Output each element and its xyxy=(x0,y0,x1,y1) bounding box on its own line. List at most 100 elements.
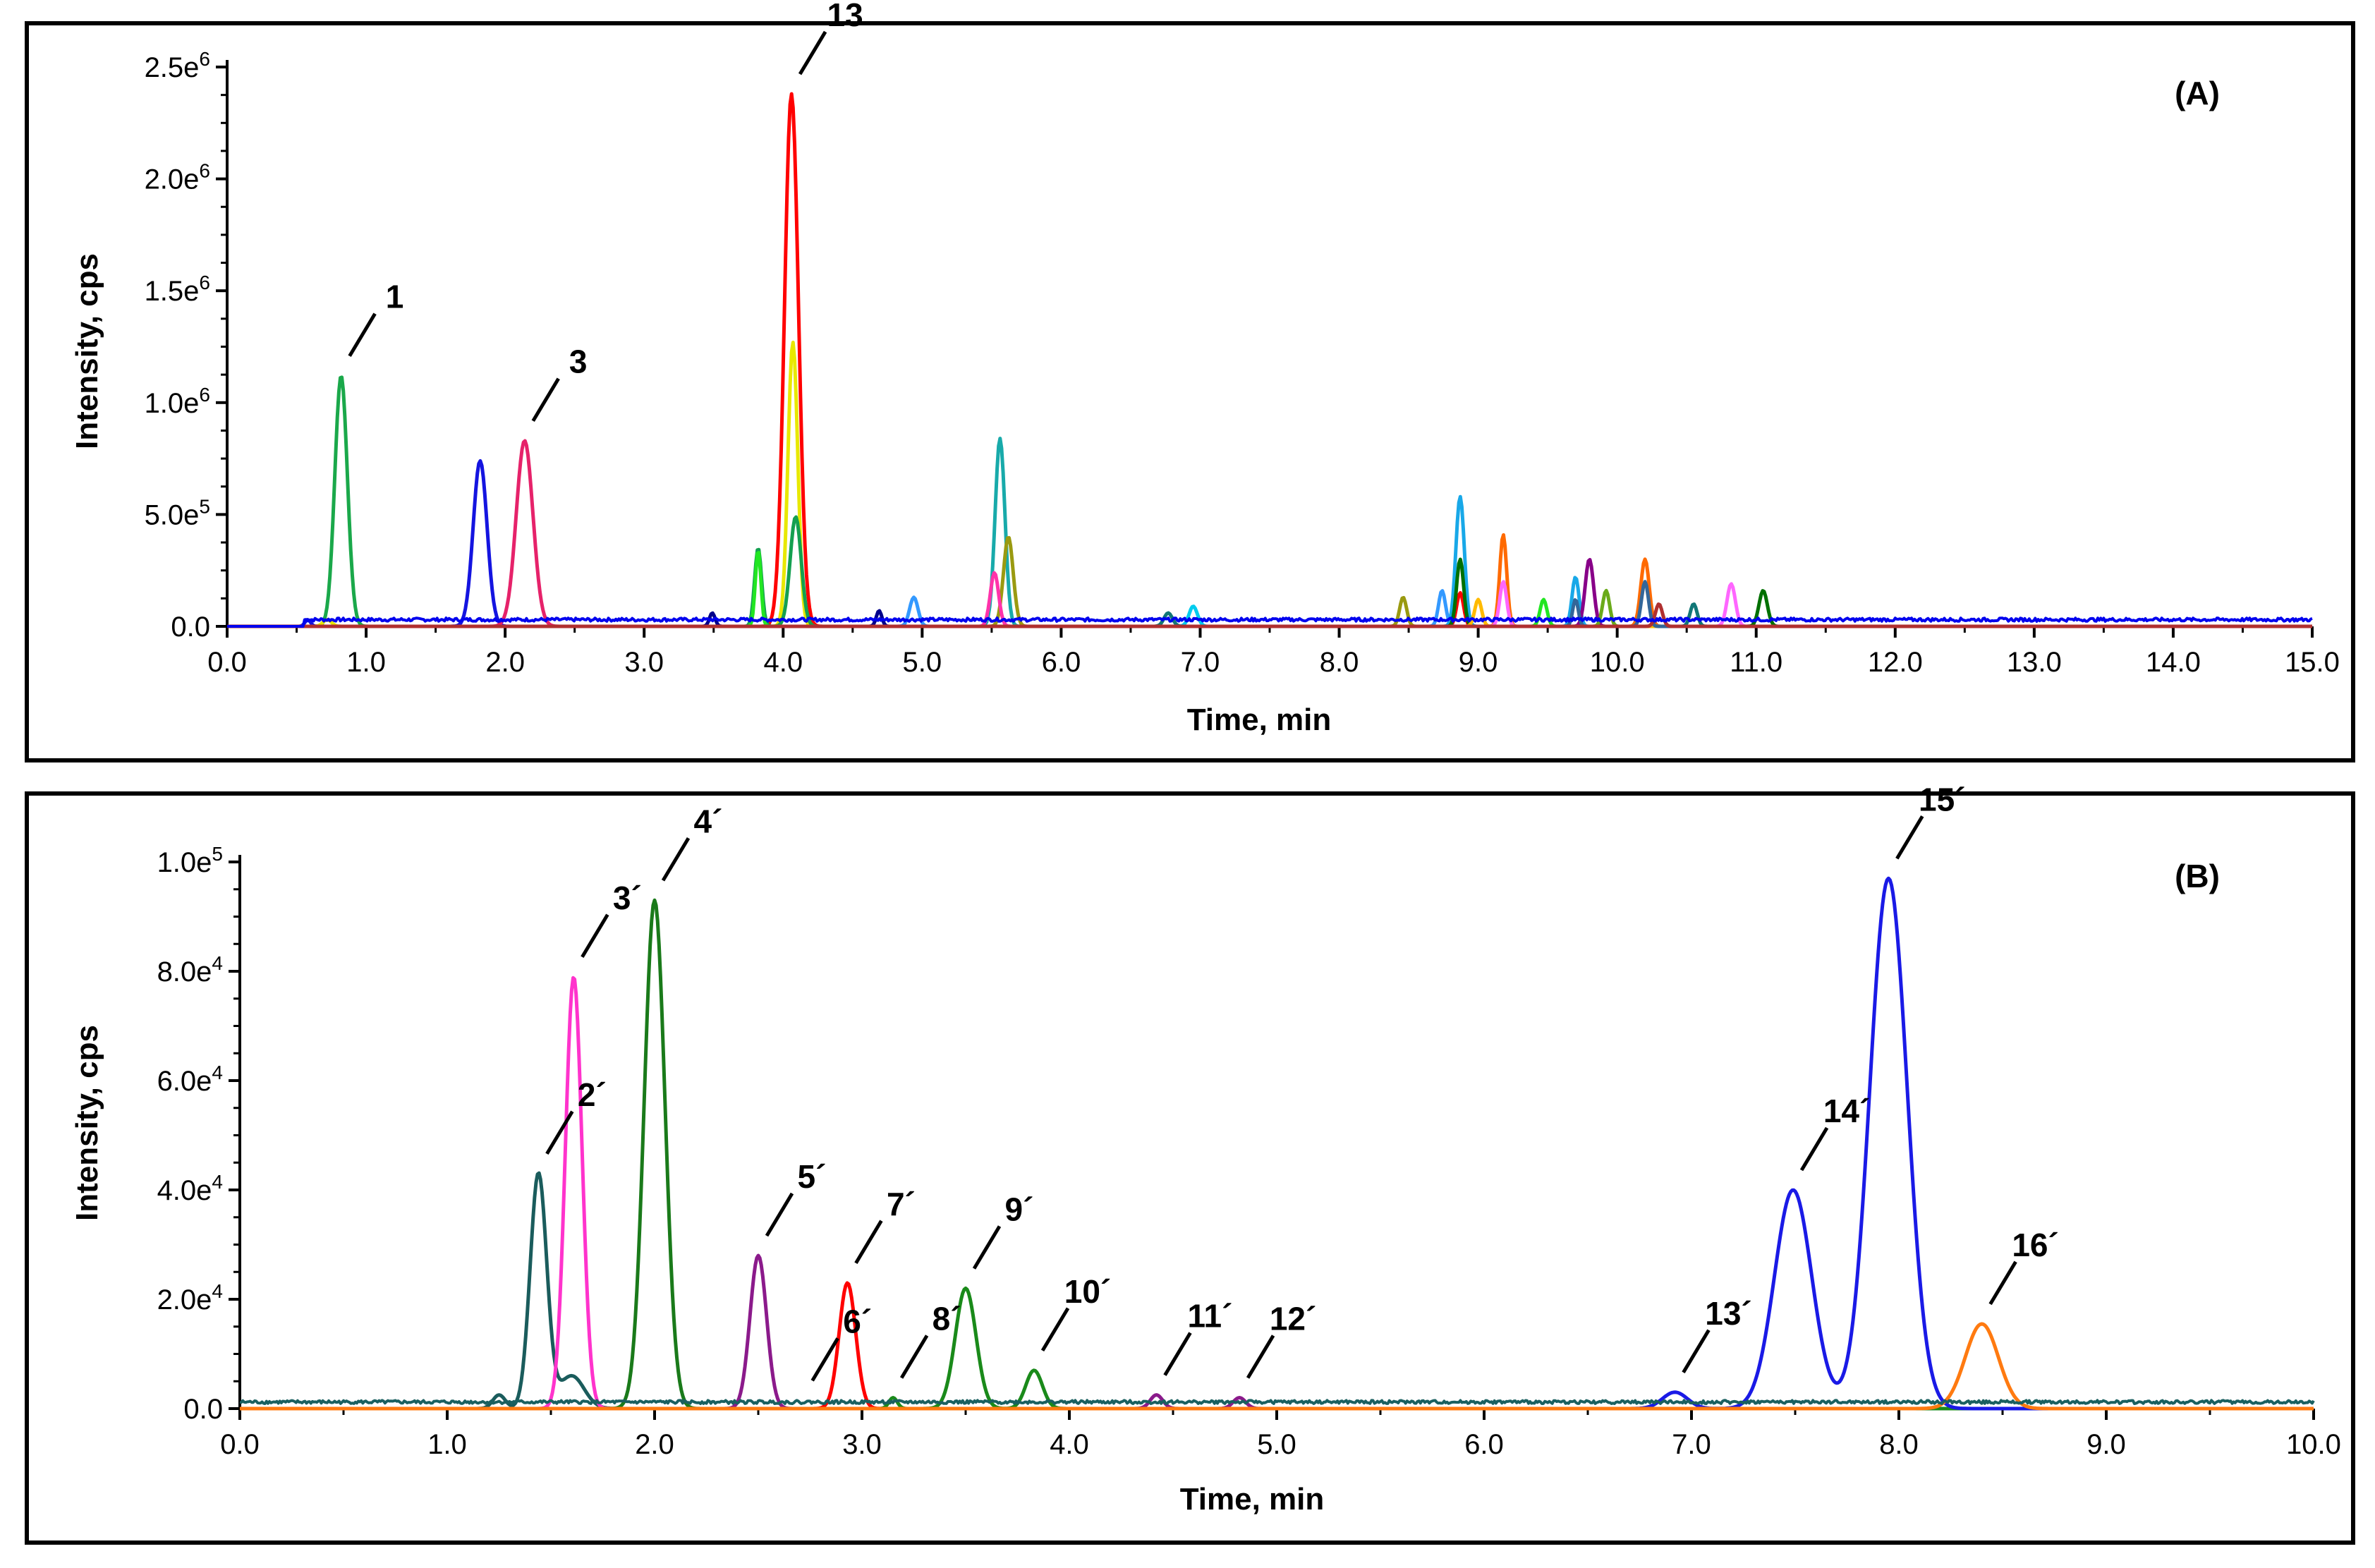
panel-b-baseline-trace xyxy=(239,1399,2315,1405)
panel-a-y-tick-label: 1.0e6 xyxy=(145,384,210,419)
panel-b: (B) Time, min Intensity, cps 0.0 1.0 2.0 3.… xyxy=(70,781,2341,1517)
panel-b-peak-label: 10´ xyxy=(1064,1273,1111,1310)
panel-a-x-tick-label: 7.0 xyxy=(1181,647,1220,678)
panel-b-peak-label: 14´ xyxy=(1823,1093,1870,1129)
panel-b-annotation-leader xyxy=(545,1110,574,1155)
y-tick-mantissa: 1.5e xyxy=(145,276,200,307)
panel-b-annotation-leader xyxy=(765,1192,794,1237)
panel-a-baseline-trace xyxy=(227,616,2313,628)
panel-a-series-trace xyxy=(226,494,2313,628)
panel-b-y-tick-label: 8.0e4 xyxy=(157,952,223,987)
panel-b-y-tick-label: 4.0e4 xyxy=(157,1171,223,1206)
panel-b-x-tick-label: 4.0 xyxy=(1050,1429,1089,1460)
panel-b-annotation-leader xyxy=(972,1225,1002,1270)
panel-b-y-axis-title: Intensity, cps xyxy=(70,1025,104,1221)
panel-b-peak-label: 3´ xyxy=(613,880,642,916)
panel-a-x-tick-label: 0.0 xyxy=(207,647,247,678)
panel-b-y-tick-label: 6.0e4 xyxy=(157,1062,223,1097)
y-tick-exponent: 6 xyxy=(199,384,210,406)
y-tick-exponent: 5 xyxy=(212,843,223,865)
y-tick-exponent: 4 xyxy=(212,1280,223,1302)
panel-a-series-trace xyxy=(226,602,2313,628)
panel-a-peak-label: 1 xyxy=(386,279,404,315)
panel-a-x-tick-label: 6.0 xyxy=(1042,647,1081,678)
y-tick-mantissa: 8.0e xyxy=(157,956,212,987)
panel-a-x-tick-label: 10.0 xyxy=(1590,647,1645,678)
panel-b-x-axis-title: Time, min xyxy=(1180,1482,1325,1517)
panel-b-y-tick-label: 1.0e5 xyxy=(157,843,223,878)
panel-a-series-trace xyxy=(226,604,2313,628)
panel-a-series-trace xyxy=(226,597,2313,628)
panel-b-x-tick-label: 9.0 xyxy=(2087,1429,2126,1460)
panel-b-annotation-leader xyxy=(854,1220,883,1265)
panel-a-peak-label: 13 xyxy=(827,0,863,33)
y-tick-mantissa: 1.0e xyxy=(145,388,200,419)
y-tick-exponent: 6 xyxy=(199,272,210,293)
panel-a-series-trace xyxy=(226,92,2313,628)
y-tick-mantissa: 1.0e xyxy=(157,847,212,878)
panel-a-x-tick-label: 8.0 xyxy=(1320,647,1359,678)
panel-b-series-trace xyxy=(239,1322,2314,1411)
panel-b-peak-label: 11´ xyxy=(1188,1298,1233,1335)
panel-a-series-trace xyxy=(226,515,2313,628)
panel-b-peak-label: 15´ xyxy=(1919,781,1965,818)
panel-b-x-ticks: 0.0 1.0 2.0 3.0 4.0 5.0 6.0 7.0 8.0 9.0 10.0 xyxy=(220,1409,2341,1460)
panel-a-y-axis-title: Intensity, cps xyxy=(70,253,104,449)
panel-a-annotation-leader xyxy=(531,377,560,423)
y-tick-exponent: 4 xyxy=(212,952,223,974)
panel-a-y-tick-label: 5.0e5 xyxy=(145,495,210,530)
y-tick-mantissa: 6.0e xyxy=(157,1066,212,1097)
panel-b-annotation-leader xyxy=(1682,1329,1711,1374)
panel-a-y-tick-label: 1.5e6 xyxy=(145,272,210,307)
y-tick-exponent: 6 xyxy=(199,160,210,182)
panel-a-x-tick-label: 5.0 xyxy=(903,647,942,678)
panel-b-x-tick-label: 1.0 xyxy=(427,1429,467,1460)
y-tick-exponent: 5 xyxy=(199,495,210,517)
panel-b-annotation-leader xyxy=(1040,1307,1070,1352)
panel-a-annotation-leader xyxy=(798,30,827,75)
panel-b-peak-label: 13´ xyxy=(1705,1295,1751,1332)
panel-b-annotation-leader xyxy=(899,1335,929,1379)
panel-a-x-tick-label: 12.0 xyxy=(1868,647,1923,678)
panel-a-x-tick-label: 13.0 xyxy=(2007,647,2062,678)
y-tick-mantissa: 0.0 xyxy=(183,1394,223,1425)
panel-b-annotation-leader xyxy=(1895,815,1924,860)
panel-a-peak-label: 3 xyxy=(569,344,588,380)
panel-b-label: (B) xyxy=(2175,858,2220,894)
panel-b-y-tick-label: 2.0e4 xyxy=(157,1280,223,1315)
panel-b-peak-label: 5´ xyxy=(798,1158,827,1195)
y-tick-mantissa: 0.0 xyxy=(171,612,210,643)
panel-b-x-tick-label: 3.0 xyxy=(842,1429,882,1460)
panel-b-peak-label: 12´ xyxy=(1270,1301,1316,1337)
panel-a-annotation-leader xyxy=(348,312,377,358)
panel-b-peak-label: 16´ xyxy=(2012,1227,2058,1263)
y-tick-mantissa: 2.5e xyxy=(145,52,200,83)
panel-b-peak-label: 2´ xyxy=(578,1076,607,1113)
y-tick-exponent: 4 xyxy=(212,1171,223,1193)
panel-a-x-tick-label: 11.0 xyxy=(1730,647,1782,678)
panel-b-annotation-leader xyxy=(1988,1260,2017,1306)
panel-b-annotation-leader xyxy=(1246,1335,1275,1379)
panel-a-y-tick-label: 2.5e6 xyxy=(145,48,210,83)
panel-b-peak-label: 6´ xyxy=(843,1303,872,1339)
panel-a-series-trace xyxy=(226,602,2313,628)
y-tick-mantissa: 2.0e xyxy=(145,164,200,195)
panel-b-annotation-leader xyxy=(1799,1126,1829,1172)
panel-a-frame xyxy=(25,21,2355,762)
panel-a-series-trace xyxy=(226,439,2313,628)
panel-b-peak-label: 8´ xyxy=(933,1301,961,1337)
panel-b-x-tick-label: 2.0 xyxy=(635,1429,674,1460)
y-tick-mantissa: 4.0e xyxy=(157,1175,212,1206)
panel-b-peak-label: 9´ xyxy=(1005,1191,1034,1228)
panel-a-x-tick-label: 4.0 xyxy=(763,647,803,678)
panel-a-x-tick-label: 15.0 xyxy=(2285,647,2340,678)
panel-a-x-ticks: 0.0 1.0 2.0 3.0 4.0 5.0 6.0 7.0 8.0 9.0 10.0 11.0 12… xyxy=(207,626,2340,678)
panel-b-peak-label: 7´ xyxy=(887,1186,916,1222)
panel-b-series-trace xyxy=(239,976,2314,1411)
panel-a-y-tick-label: 2.0e6 xyxy=(145,160,210,195)
panel-a-x-axis-title: Time, min xyxy=(1187,703,1332,737)
